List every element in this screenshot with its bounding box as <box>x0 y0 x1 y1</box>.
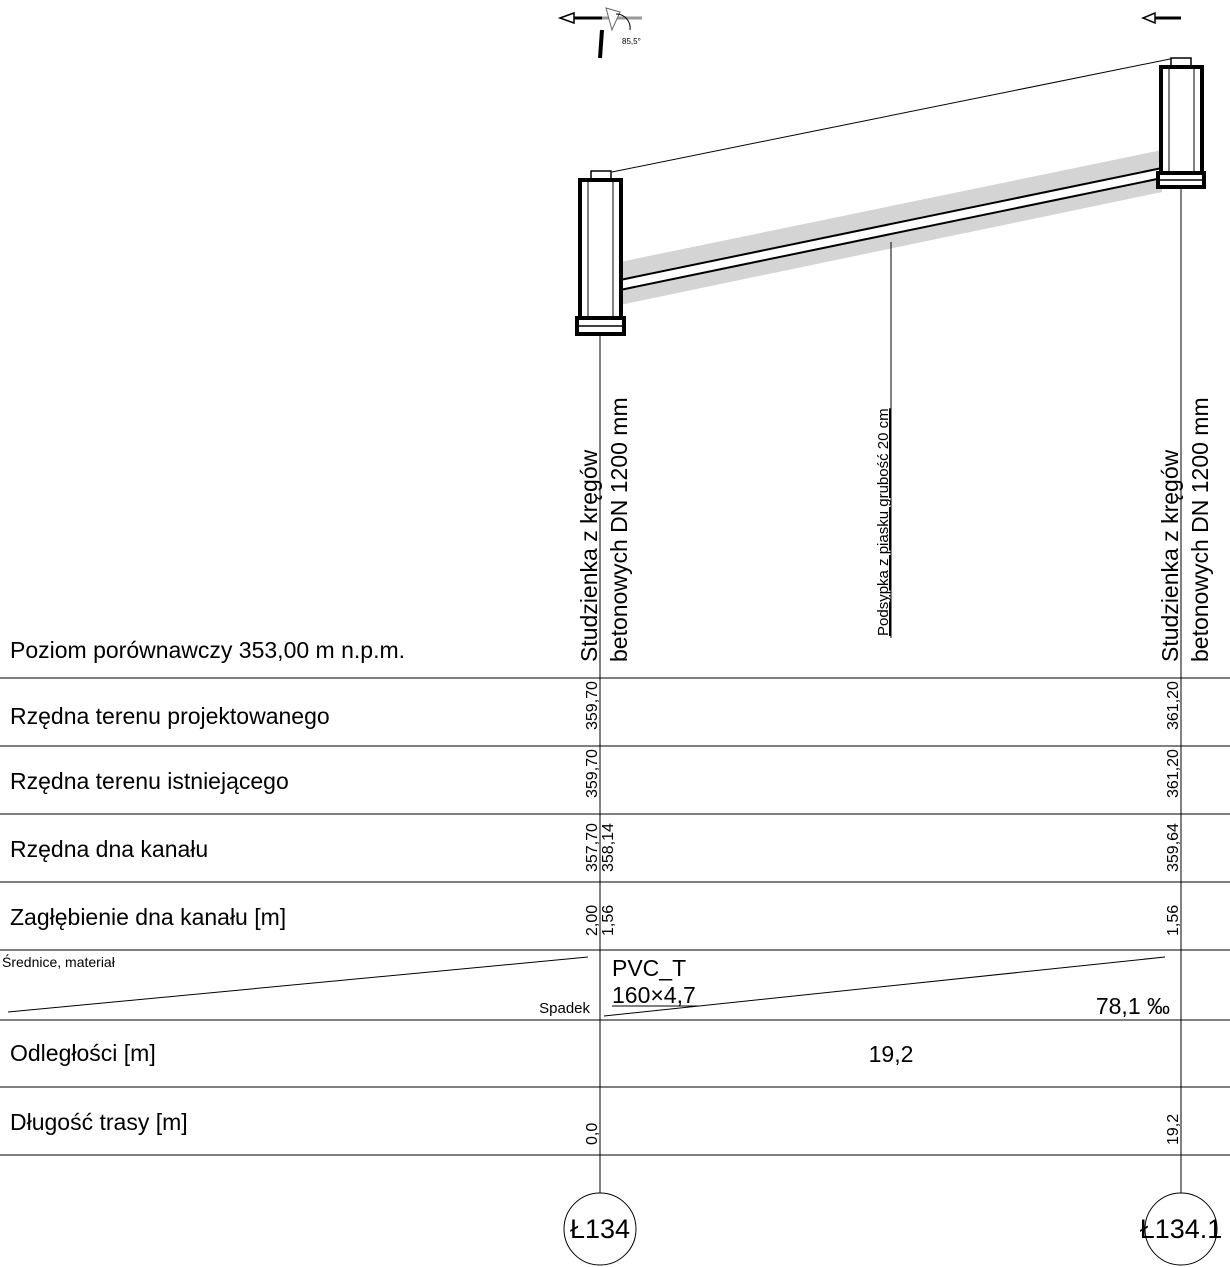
manhole-right <box>1156 57 1206 189</box>
row-label-diameter-material: Średnice, materiał <box>2 953 116 970</box>
node-circle-left <box>563 1192 637 1266</box>
direction-arrow-left: 85,5° <box>557 7 642 59</box>
right-depth-value: 1,56 <box>1165 905 1182 936</box>
left-terrain-design-value: 359,70 <box>584 681 601 730</box>
table-grid <box>0 677 1230 1156</box>
row-label-route-length: Długość trasy [m] <box>10 1109 188 1135</box>
distance-value: 19,2 <box>869 1041 914 1067</box>
pipe-material: PVC_T <box>612 955 686 981</box>
manhole-right-label-1: Studzienka z kręgów <box>1157 449 1183 662</box>
row-label-slope: Spadek <box>539 1000 590 1017</box>
left-depth-value-2: 1,56 <box>600 905 617 936</box>
row-label-depth: Zagłębienie dna kanału [m] <box>10 904 286 930</box>
manhole-right-label-2: betonowych DN 1200 mm <box>1187 397 1213 662</box>
right-bottom-value: 359,64 <box>1165 823 1182 872</box>
row-label-distances: Odległości [m] <box>10 1040 156 1066</box>
node-label-right: Ł134.1 <box>1140 1214 1223 1244</box>
manhole-left <box>575 170 626 336</box>
left-depth-value-1: 2,00 <box>584 905 601 936</box>
node-circle-right <box>1144 1192 1218 1266</box>
bedding-label: Podsypka z piasku grubość 20 cm <box>875 408 892 636</box>
terrain-line <box>611 57 1176 173</box>
manhole-left-label-1: Studzienka z kręgów <box>576 449 602 662</box>
right-terrain-design-value: 361,20 <box>1165 681 1182 730</box>
comparison-level-label: Poziom porównawczy 353,00 m n.p.m. <box>10 637 405 663</box>
row-label-sewer-bottom: Rzędna dna kanału <box>10 836 208 862</box>
right-route-value: 19,2 <box>1165 1114 1182 1145</box>
left-route-value: 0,0 <box>584 1123 601 1145</box>
row-label-terrain-design: Rzędna terenu projektowanego <box>10 703 330 729</box>
node-label-left: Ł134 <box>570 1214 630 1244</box>
right-terrain-existing-value: 361,20 <box>1165 749 1182 798</box>
left-bottom-value-1: 357,70 <box>584 823 601 872</box>
direction-arrow-right <box>1141 11 1181 25</box>
pipe <box>619 167 1163 291</box>
row-label-terrain-existing: Rzędna terenu istniejącego <box>10 768 289 794</box>
left-bottom-value-2: 358,14 <box>600 823 617 872</box>
pipe-size: 160×4,7 <box>612 982 696 1008</box>
left-terrain-existing-value: 359,70 <box>584 749 601 798</box>
slope-value: 78,1 ‰ <box>1096 993 1170 1019</box>
orientation-angle-label: 85,5° <box>622 37 641 46</box>
slope-divider-left <box>7 956 589 1013</box>
manhole-left-label-2: betonowych DN 1200 mm <box>606 397 632 662</box>
